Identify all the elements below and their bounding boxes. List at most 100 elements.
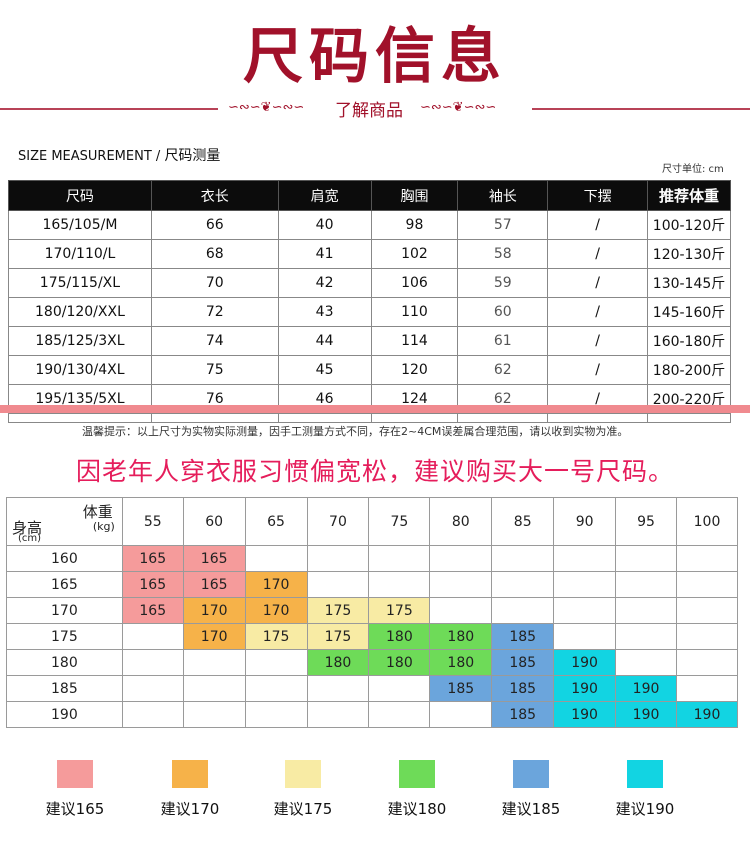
height-row-label: 180 (6, 649, 123, 676)
recommend-cell: 185 (429, 675, 493, 702)
legend-item: 建议175 (258, 760, 348, 819)
size-table-cell: 42 (277, 268, 372, 298)
recommend-cell: 175 (306, 623, 370, 650)
size-table-cell: 100-120斤 (647, 210, 731, 240)
recommend-row: 165 165 165 170 (6, 571, 739, 598)
size-table-cell: 62 (457, 355, 549, 385)
weight-header-cell: 60 (182, 497, 246, 546)
legend-item: 建议170 (145, 760, 235, 819)
recommend-cell (368, 571, 431, 598)
height-axis-label: 身高 (12, 519, 43, 537)
recommend-cell (615, 623, 677, 650)
recommend-cell (553, 623, 617, 650)
legend-item: 建议165 (30, 760, 120, 819)
recommend-cell (675, 623, 739, 650)
recommend-cell: 175 (368, 597, 431, 624)
recommend-cell (182, 675, 246, 702)
size-table-cell: 185/125/3XL (8, 326, 152, 356)
recommend-cell (429, 545, 493, 572)
recommend-cell: 170 (244, 597, 308, 624)
weight-header-cell: 80 (429, 497, 493, 546)
section-divider-band (0, 405, 750, 413)
recommend-cell (553, 545, 617, 572)
size-table-row: 180/120/XXL 72 43 110 60/145-160斤 (8, 297, 731, 327)
recommend-cell (121, 623, 184, 650)
recommend-cell (368, 701, 431, 728)
recommend-cell (121, 649, 184, 676)
size-table-row: 170/110/L 68 41 102 58/120-130斤 (8, 239, 731, 269)
recommend-table: 体重 (kg) 身高 (cm) 55 60 65 70 75 80 85 90 95 100 160 165 1… (6, 497, 739, 728)
flourish-right-icon: ∽∾∽❦∽∾∽ (420, 100, 497, 115)
subtitle: 了解商品 (335, 101, 403, 121)
size-table-header-cell: 衣长 (150, 180, 279, 211)
legend-label: 建议190 (615, 800, 675, 818)
size-table-cell: 74 (150, 326, 279, 356)
recommend-cell (491, 571, 555, 598)
size-table-cell: 72 (150, 297, 279, 327)
legend-swatch (399, 760, 435, 788)
weight-header-cell: 100 (675, 497, 739, 546)
weight-header-cell: 55 (121, 497, 184, 546)
recommend-row: 185 185 185 190 190 (6, 675, 739, 702)
recommend-cell: 180 (429, 623, 493, 650)
recommend-cell (491, 545, 555, 572)
weight-header-cell: 90 (553, 497, 617, 546)
recommend-cell (429, 597, 493, 624)
size-table-cell: 110 (370, 297, 459, 327)
size-table-cell: 160-180斤 (647, 326, 731, 356)
size-table-cell: 40 (277, 210, 372, 240)
recommend-cell (675, 675, 739, 702)
recommend-cell (675, 597, 739, 624)
size-table-row: 185/125/3XL 74 44 114 61/160-180斤 (8, 326, 731, 356)
recommend-cell (306, 675, 370, 702)
weight-axis-label: 体重 (82, 503, 113, 521)
legend-label: 建议175 (273, 800, 333, 818)
recommend-cell (491, 597, 555, 624)
recommend-cell (553, 571, 617, 598)
legend-swatch (627, 760, 663, 788)
recommend-cell (429, 571, 493, 598)
recommend-cell: 170 (182, 623, 246, 650)
recommend-cell: 180 (368, 649, 431, 676)
advice-text: 因老年人穿衣服习惯偏宽松，建议购买大一号尺码。 (75, 457, 674, 486)
recommend-cell: 170 (182, 597, 246, 624)
size-table-cell: 43 (277, 297, 372, 327)
weight-header-cell: 65 (244, 497, 308, 546)
size-table-header-cell: 尺码 (8, 180, 152, 211)
weight-header-cell: 70 (306, 497, 370, 546)
recommend-cell: 190 (553, 701, 617, 728)
recommend-cell (244, 545, 308, 572)
recommend-cell: 190 (553, 675, 617, 702)
size-table-cell: 120-130斤 (647, 239, 731, 269)
size-table-cell: / (547, 297, 649, 327)
size-table-clipped-cell (8, 413, 152, 423)
size-table-cell: 98 (370, 210, 459, 240)
recommend-row: 160 165 165 (6, 545, 739, 572)
height-row-label: 165 (6, 571, 123, 598)
size-table-row: 190/130/4XL 75 45 120 62/180-200斤 (8, 355, 731, 385)
legend-label: 建议185 (501, 800, 561, 818)
legend-item: 建议180 (372, 760, 462, 819)
recommend-cell (244, 701, 308, 728)
size-table-header-cell: 胸围 (370, 180, 459, 211)
recommend-cell (244, 649, 308, 676)
size-table-cell: / (547, 210, 649, 240)
height-row-label: 175 (6, 623, 123, 650)
recommend-row: 190 185 190 190 190 (6, 701, 739, 728)
recommend-cell: 165 (121, 545, 184, 572)
recommend-cell (429, 701, 493, 728)
size-table-header-cell: 肩宽 (277, 180, 372, 211)
flourish-left-icon: ∽∾∽❦∽∾∽ (228, 100, 305, 115)
recommend-cell: 190 (615, 675, 677, 702)
recommend-cell (244, 675, 308, 702)
recommend-cell (615, 597, 677, 624)
size-table-row: 175/115/XL 70 42 106 59/130-145斤 (8, 268, 731, 298)
recommend-cell (675, 545, 739, 572)
size-table-cell: 66 (150, 210, 279, 240)
recommend-row: 175 170 175 175 180 180 185 (6, 623, 739, 650)
recommend-cell: 185 (491, 701, 555, 728)
height-row-label: 185 (6, 675, 123, 702)
recommend-cell: 180 (368, 623, 431, 650)
recommend-cell: 165 (121, 597, 184, 624)
legend-swatch (513, 760, 549, 788)
